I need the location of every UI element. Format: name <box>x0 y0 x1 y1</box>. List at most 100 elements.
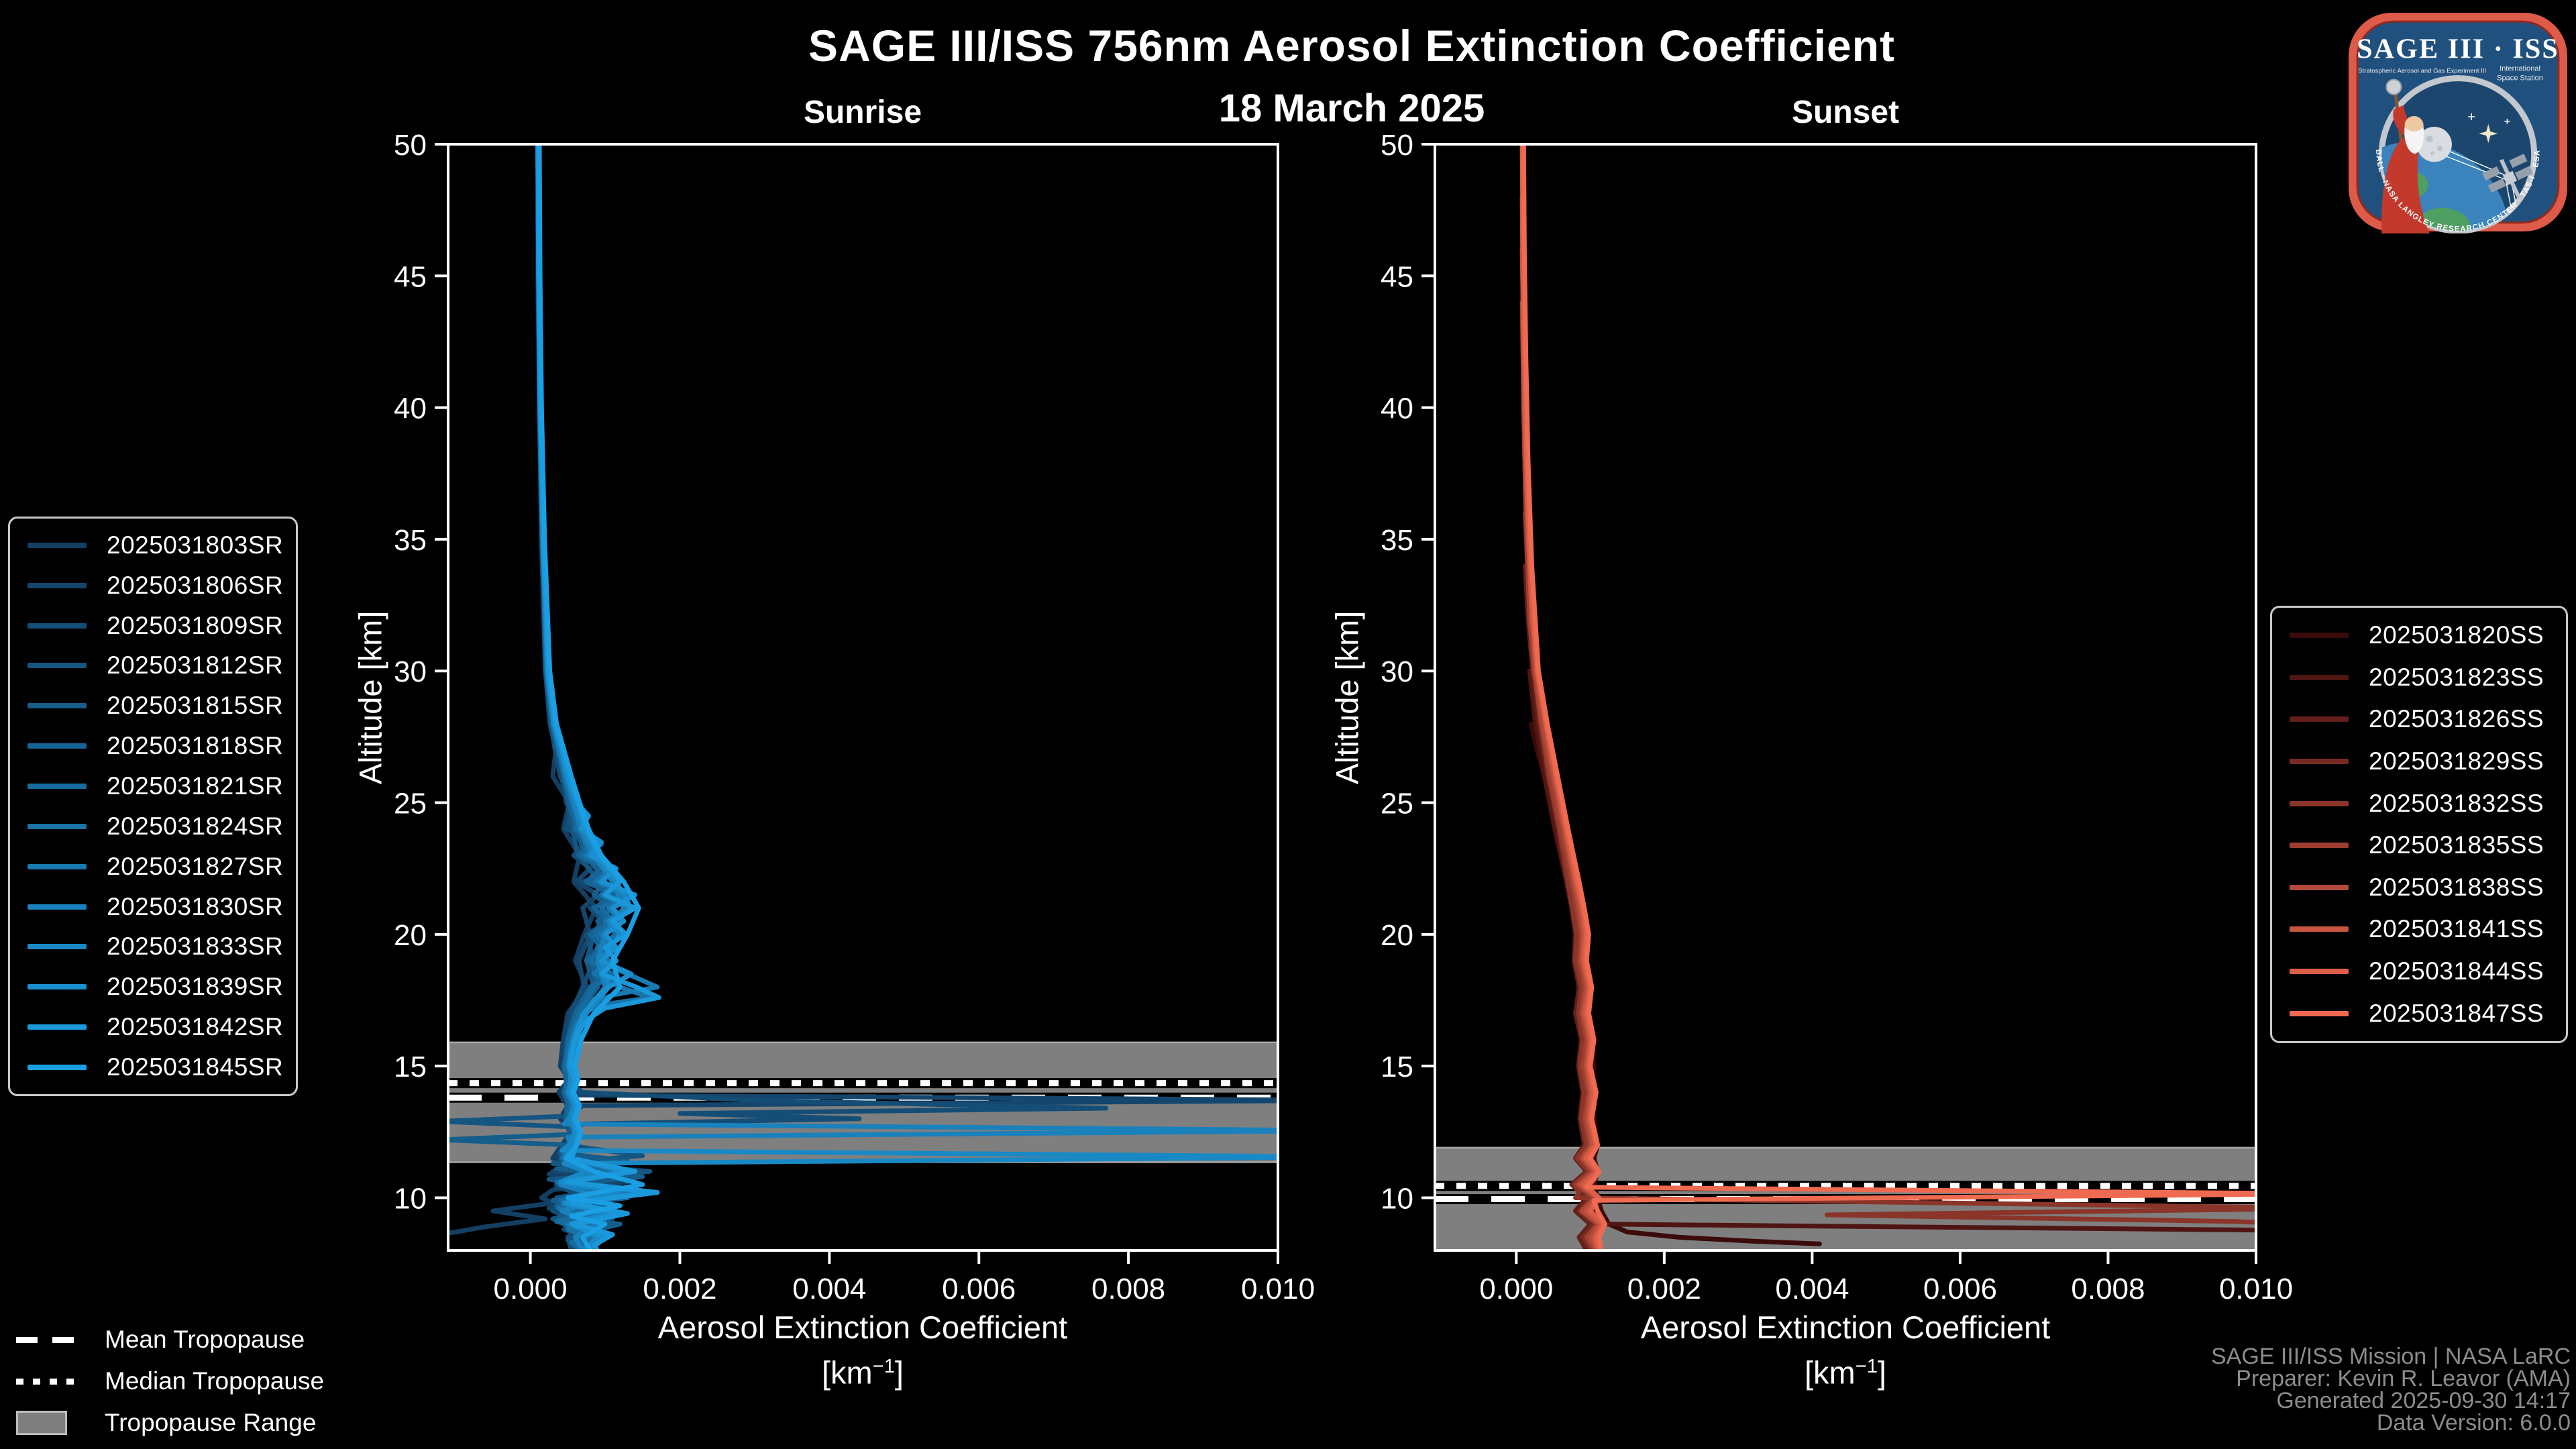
legend-item: 2025031835SS <box>2272 831 2566 859</box>
legend-item: 2025031812SR <box>10 651 296 680</box>
legend-item: 2025031820SS <box>2272 621 2566 649</box>
legend-item-label: 2025031829SS <box>2369 747 2544 775</box>
legend-item: 2025031833SR <box>10 932 296 961</box>
legend-item-label: 2025031818SR <box>107 732 284 760</box>
tropopause-range-legend-item: Tropopause Range <box>16 1402 324 1444</box>
x-tick-label: 0.002 <box>1627 1273 1701 1305</box>
profile-lines <box>448 144 1278 1250</box>
x-tick-label: 0.008 <box>1091 1273 1165 1305</box>
legend-item: 2025031838SS <box>2272 873 2566 902</box>
logo-subtitle-left: Stratospheric Aerosol and Gas Experiment… <box>2358 68 2486 75</box>
legend-item: 2025031806SR <box>10 572 296 600</box>
legend-item-label: 2025031830SR <box>107 892 284 920</box>
legend-item: 2025031826SS <box>2272 705 2566 733</box>
legend-item-label: 2025031842SR <box>107 1013 284 1041</box>
mean-tropopause-dash-icon <box>16 1336 83 1343</box>
y-tick-label: 25 <box>1381 788 1413 820</box>
legend-item-label: 2025031835SS <box>2369 831 2544 859</box>
legend-line-swatch <box>28 823 87 829</box>
legend-line-swatch <box>2290 1010 2349 1016</box>
logo-subtitle-right2: Space Station <box>2497 74 2543 83</box>
y-tick-label: 10 <box>394 1182 427 1215</box>
profile-lines <box>1519 144 2256 1250</box>
legend-line-swatch <box>2290 633 2349 639</box>
y-tick-label: 20 <box>1381 919 1413 952</box>
legend-item-label: 2025031803SR <box>107 531 284 559</box>
legend-line-swatch <box>28 623 87 629</box>
legend-item: 2025031832SS <box>2272 790 2566 818</box>
legend-line-swatch <box>28 863 87 869</box>
sage-iss-logo: SAGE III · ISS Stratospheric Aerosol and… <box>2349 13 2567 233</box>
legend-line-swatch <box>28 1064 87 1070</box>
legend-item-label: 2025031845SR <box>107 1053 284 1081</box>
sunrise-x-axis-label: Aerosol Extinction Coefficient [km−1] <box>658 1308 1067 1393</box>
footer-generated: Generated 2025-09-30 14:17 <box>2276 1388 2571 1413</box>
legend-line-swatch <box>2290 884 2349 890</box>
x-tick-label: 0.004 <box>1775 1273 1849 1305</box>
earth <box>2381 142 2510 231</box>
axis-spines <box>447 143 1279 1252</box>
footer-mission: SAGE III/ISS Mission | NASA LaRC <box>2210 1344 2571 1369</box>
axis-spines <box>1434 143 2257 1252</box>
moon-crater <box>2436 146 2443 152</box>
profile-2025031832SS <box>1521 405 2256 1225</box>
staff-orb <box>2385 78 2402 95</box>
tropopause-range-label: Tropopause Range <box>105 1409 317 1436</box>
median-tropopause-dot-icon <box>16 1378 83 1385</box>
robed-figure <box>2381 131 2430 233</box>
legend-item: 2025031824SR <box>10 812 296 841</box>
sunrise-y-axis-label: Altitude [km] <box>352 610 388 785</box>
y-tick-label: 40 <box>1381 392 1413 425</box>
legend-line-swatch <box>2290 759 2349 765</box>
legend-item-label: 2025031833SR <box>107 932 284 961</box>
legend-item-label: 2025031839SR <box>107 973 284 1001</box>
star-cross-icon <box>2468 113 2475 120</box>
legend-item: 2025031844SS <box>2272 957 2566 985</box>
legend-item: 2025031821SR <box>10 772 296 800</box>
star-icon <box>2479 124 2498 144</box>
y-tick-label: 20 <box>394 919 427 952</box>
x-tick-label: 0.002 <box>643 1273 716 1305</box>
star-cross-icon <box>2504 118 2510 125</box>
legend-item: 2025031815SR <box>10 692 296 720</box>
tropopause-legend: Mean Tropopause Median Tropopause Tropop… <box>16 1319 324 1444</box>
figure-head <box>2404 115 2424 136</box>
legend-item-label: 2025031824SR <box>107 812 284 840</box>
legend-item: 2025031803SR <box>10 531 296 559</box>
y-tick-label: 10 <box>1381 1182 1413 1215</box>
legend-line-swatch <box>2290 926 2349 932</box>
unit-close: ] <box>1877 1354 1886 1391</box>
mean-tropopause-legend-item: Mean Tropopause <box>16 1319 324 1360</box>
sunset-panel-title: Sunset <box>1791 95 1900 130</box>
x-tick-label: 0.006 <box>942 1273 1016 1305</box>
y-axis-ticks: 10 15 20 25 30 35 40 45 50 <box>394 129 448 1215</box>
legend-line-swatch <box>2290 843 2349 849</box>
moon-crater <box>2426 136 2433 143</box>
legend-line-swatch <box>28 984 87 990</box>
legend-item-label: 2025031827SR <box>107 852 284 880</box>
moon-crater <box>2430 151 2434 156</box>
unit-sup: −1 <box>1855 1356 1878 1377</box>
legend-item-label: 2025031812SR <box>107 651 284 680</box>
sunrise-x-label-line1: Aerosol Extinction Coefficient <box>657 1309 1068 1345</box>
legend-item: 2025031818SR <box>10 732 296 760</box>
earth-land <box>2414 207 2471 231</box>
profile-2025031847SS <box>1521 144 2256 1250</box>
x-axis-ticks: 0.000 0.002 0.004 0.006 0.008 0.010 <box>1479 1250 2293 1305</box>
mean-tropopause-label: Mean Tropopause <box>105 1326 305 1353</box>
sunset-x-label-line1: Aerosol Extinction Coefficient <box>1640 1309 2051 1345</box>
x-tick-label: 0.000 <box>494 1273 568 1305</box>
y-tick-label: 45 <box>1381 260 1413 293</box>
profile-2025031838SS <box>1519 247 1602 1250</box>
legend-item-label: 2025031815SR <box>107 692 284 720</box>
legend-item-label: 2025031821SR <box>107 771 284 800</box>
legend-line-swatch <box>2290 674 2349 680</box>
legend-item-label: 2025031841SS <box>2369 915 2544 943</box>
median-tropopause-label: Median Tropopause <box>105 1367 325 1395</box>
legend-item-label: 2025031832SS <box>2369 789 2544 817</box>
unit-open: [km <box>821 1354 873 1391</box>
sunset-x-label-unit: [km−1] <box>1641 1347 2050 1393</box>
sunset-x-axis-label: Aerosol Extinction Coefficient [km−1] <box>1641 1308 2050 1393</box>
x-tick-label: 0.010 <box>2219 1273 2293 1305</box>
